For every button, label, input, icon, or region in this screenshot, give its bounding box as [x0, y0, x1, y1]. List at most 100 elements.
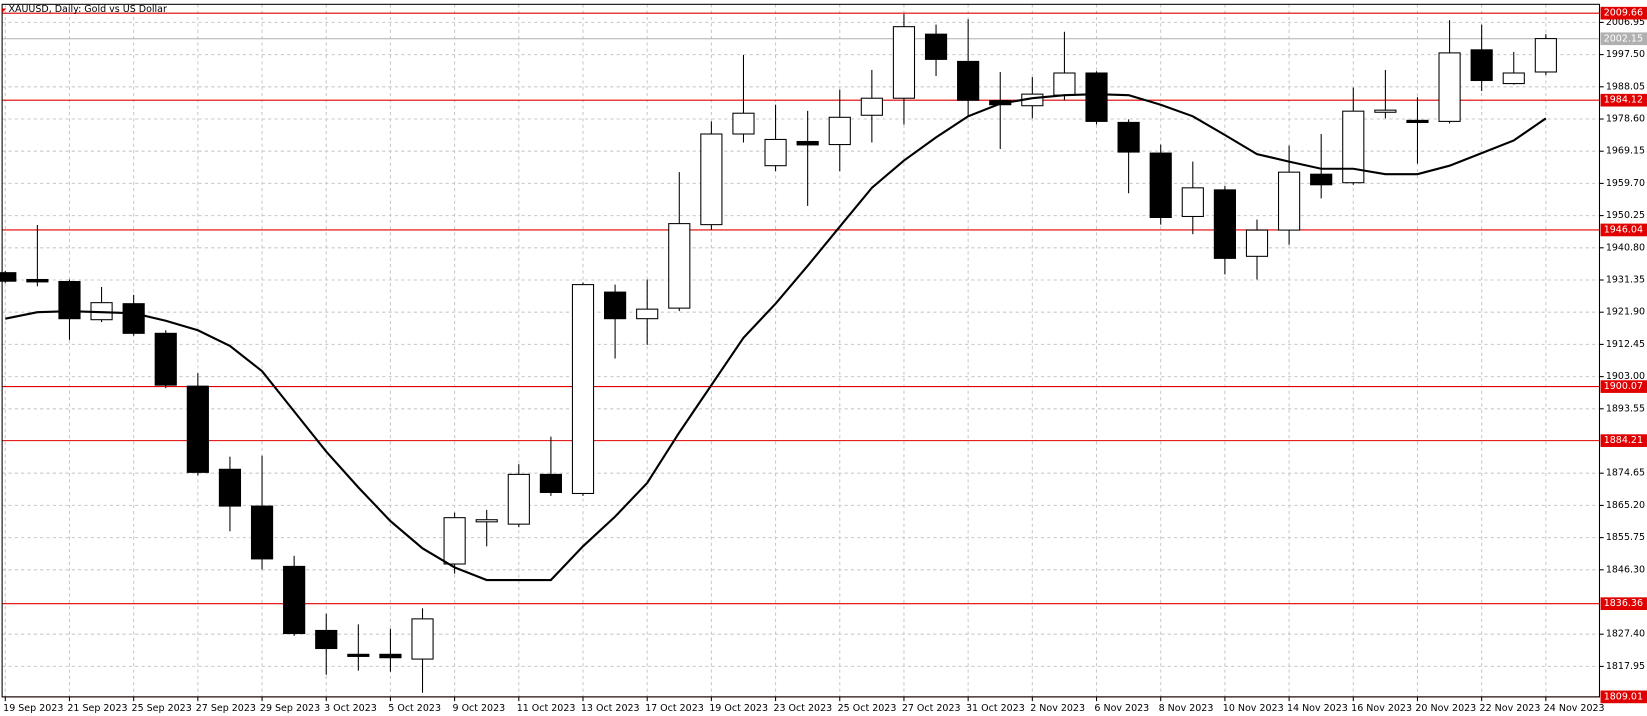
candle-body — [1438, 52, 1461, 122]
x-tick-label: 21 Sep 2023 — [67, 703, 127, 714]
candle-body — [507, 473, 530, 525]
level-label-bg — [1600, 380, 1647, 393]
y-tick-label: 1817.95 — [1606, 661, 1645, 672]
moving-average-line — [5, 93, 1547, 582]
x-tick-label: 10 Nov 2023 — [1223, 703, 1284, 714]
y-tick-label: 1959.70 — [1606, 178, 1645, 189]
candle-body — [957, 60, 980, 101]
level-label: 1836.36 — [1604, 598, 1643, 609]
candle-body — [218, 468, 242, 507]
candle-body — [475, 519, 498, 523]
candle-body — [1374, 109, 1397, 113]
levels — [2, 12, 1600, 698]
candle-body — [154, 332, 177, 386]
candle-body — [347, 653, 370, 657]
candle-body — [796, 140, 819, 146]
candle-body — [1502, 72, 1525, 85]
level-label-bg — [1600, 597, 1647, 611]
candle-body — [250, 505, 274, 560]
candle-body — [1053, 72, 1076, 96]
level-label: 1984.12 — [1604, 95, 1643, 106]
candle-body — [1181, 187, 1204, 217]
y-tick-label: 1940.80 — [1606, 242, 1645, 253]
x-tick-label: 2 Nov 2023 — [1030, 703, 1085, 714]
candle-body — [1342, 110, 1365, 184]
y-tick-label: 1921.90 — [1606, 307, 1645, 318]
candle-body — [1310, 173, 1333, 186]
x-tick-label: 22 Nov 2023 — [1480, 703, 1541, 714]
x-tick-label: 6 Nov 2023 — [1094, 703, 1149, 714]
x-tick-label: 19 Oct 2023 — [709, 703, 768, 714]
x-tick-label: 24 Nov 2023 — [1544, 703, 1605, 714]
y-tick-label: 1893.55 — [1606, 403, 1645, 414]
y-tick-label: 2006.95 — [1606, 17, 1645, 28]
candle-body — [732, 112, 755, 135]
x-tick-label: 23 Oct 2023 — [773, 703, 832, 714]
level-label: 2009.66 — [1604, 8, 1643, 19]
level-label: 1809.01 — [1604, 691, 1643, 702]
axis: 2006.95 1997.50 1988.05 1978.60 1969.15 1959.… — [3, 6, 1647, 714]
x-tick-label: 17 Oct 2023 — [645, 703, 704, 714]
candle-body — [315, 629, 338, 650]
x-tick-label: 31 Oct 2023 — [966, 703, 1025, 714]
candle-body — [539, 473, 562, 493]
x-tick-label: 16 Nov 2023 — [1351, 703, 1412, 714]
x-tick-label: 8 Nov 2023 — [1159, 703, 1214, 714]
candle-body — [58, 281, 81, 320]
corner-icon — [2, 8, 7, 13]
level-label-bg — [1600, 6, 1647, 20]
candle-body — [700, 133, 723, 226]
x-tick-label: 20 Nov 2023 — [1415, 703, 1476, 714]
level-label-bg — [1600, 434, 1647, 447]
candle-body — [892, 26, 916, 99]
level-label: 1884.21 — [1604, 435, 1643, 446]
candle-body — [571, 284, 595, 495]
x-tick-label: 13 Oct 2023 — [581, 703, 640, 714]
y-tick-label: 1827.40 — [1606, 629, 1645, 640]
candle-body — [828, 116, 851, 146]
grid — [2, 4, 1600, 697]
candle-body — [924, 33, 948, 60]
x-tick-label: 19 Sep 2023 — [3, 703, 63, 714]
y-tick-label: 1912.45 — [1606, 339, 1645, 350]
candle-body — [186, 385, 209, 473]
x-tick-label: 25 Sep 2023 — [132, 703, 192, 714]
y-tick-label: 1950.25 — [1606, 210, 1645, 221]
level-label-bg — [1600, 93, 1647, 107]
x-tick-label: 27 Sep 2023 — [196, 703, 256, 714]
level-label-bg — [1600, 32, 1647, 46]
level-label: 1900.07 — [1604, 381, 1643, 392]
candle-body — [860, 97, 883, 116]
x-tick-label: 9 Oct 2023 — [453, 703, 506, 714]
y-tick-label: 1903.00 — [1606, 371, 1645, 382]
candle-body — [122, 303, 145, 334]
chart-title: XAUUSD, Daily: Gold vs US Dollar — [8, 4, 167, 15]
candle-body — [0, 272, 17, 282]
y-tick-label: 1969.15 — [1606, 146, 1645, 157]
candle-body — [636, 308, 659, 320]
y-tick-label: 1865.20 — [1606, 500, 1645, 511]
y-tick-label: 1855.75 — [1606, 532, 1645, 543]
candle-body — [1213, 189, 1236, 259]
x-tick-label: 11 Oct 2023 — [517, 703, 576, 714]
y-tick-label: 1846.30 — [1606, 564, 1645, 575]
y-tick-label: 1874.65 — [1606, 468, 1645, 479]
candle-body — [764, 138, 787, 167]
x-tick-label: 27 Oct 2023 — [902, 703, 961, 714]
candle-body — [283, 565, 306, 635]
level-label: 1946.04 — [1604, 224, 1643, 235]
candle-body — [1470, 49, 1493, 82]
y-tick-label: 1978.60 — [1606, 114, 1645, 125]
x-tick-label: 5 Oct 2023 — [388, 703, 441, 714]
marks — [0, 14, 1557, 693]
candle-body — [1534, 38, 1557, 73]
candle-body — [1406, 119, 1429, 124]
x-tick-label: 25 Oct 2023 — [838, 703, 897, 714]
candle-body — [379, 653, 402, 659]
candle-body — [1245, 229, 1269, 257]
candle-body — [443, 517, 466, 565]
x-tick-label: 3 Oct 2023 — [324, 703, 377, 714]
candle-body — [604, 291, 627, 320]
